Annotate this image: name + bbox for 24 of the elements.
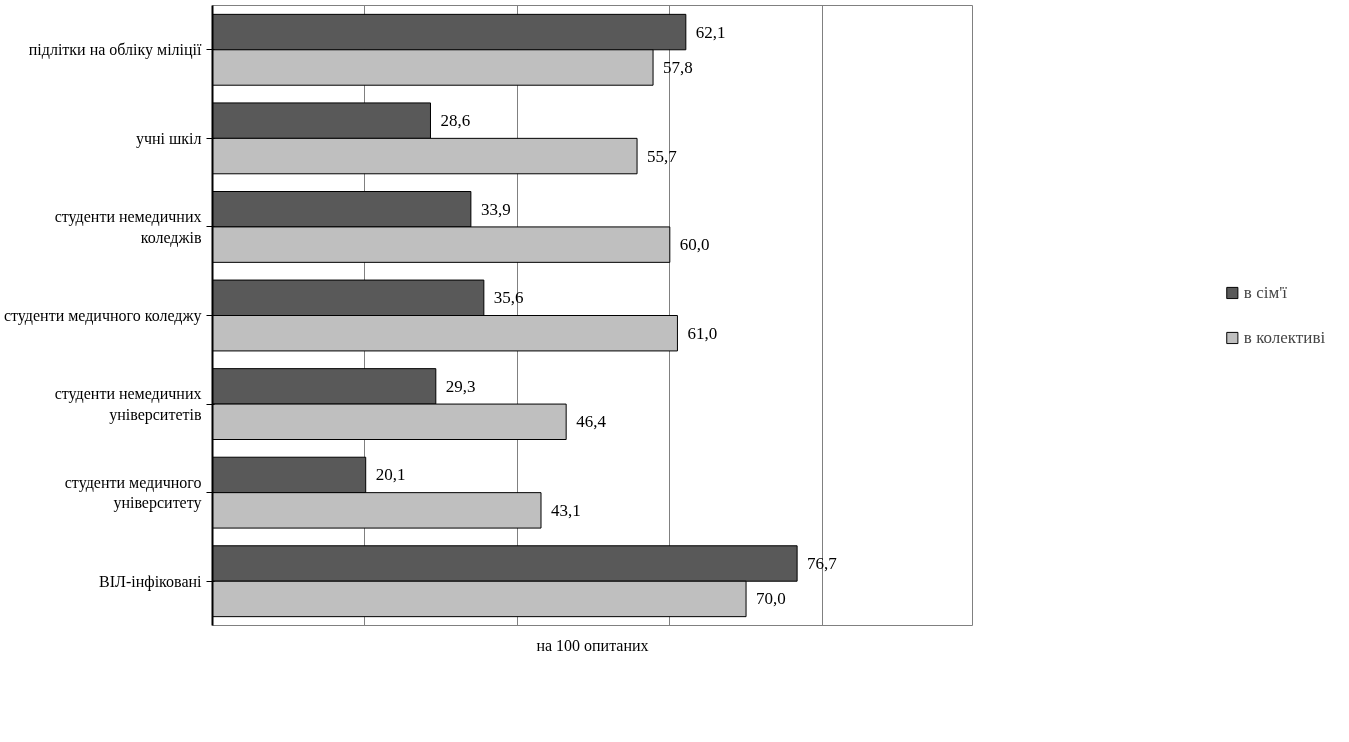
data-label: 70,0 [756, 589, 786, 609]
y-tick-label: ВІЛ-інфіковані [99, 572, 203, 591]
y-tick-label: студенти немедичних університетів [54, 385, 202, 424]
y-tick-label: студенти немедичних коледжів [54, 208, 202, 247]
data-label: 29,3 [445, 376, 476, 396]
data-label: 60,0 [679, 235, 710, 255]
data-label: 20,1 [375, 465, 406, 485]
data-label: 61,0 [687, 323, 718, 343]
data-label: 76,7 [807, 554, 838, 573]
data-label: 28,6 [440, 111, 471, 131]
data-label: 57,8 [663, 58, 693, 77]
y-tick-label: учні шкіл [135, 129, 202, 148]
data-label: 35,6 [493, 288, 524, 308]
y-tick-label: студенти медичного коледжу [3, 307, 202, 325]
data-label: 46,4 [576, 412, 607, 432]
data-label: 62,1 [695, 22, 726, 42]
y-tick-label: студенти медичного університету [64, 473, 202, 513]
data-label: 55,7 [647, 146, 678, 166]
legend-label: в колективі [1243, 327, 1326, 348]
data-label: 43,1 [551, 500, 581, 520]
legend-label: в сім'ї [1243, 282, 1287, 303]
data-label: 33,9 [480, 199, 511, 219]
y-tick-label: підлітки на обліку міліції [28, 41, 203, 60]
x-axis-title: на 100 опитаних [536, 636, 649, 654]
